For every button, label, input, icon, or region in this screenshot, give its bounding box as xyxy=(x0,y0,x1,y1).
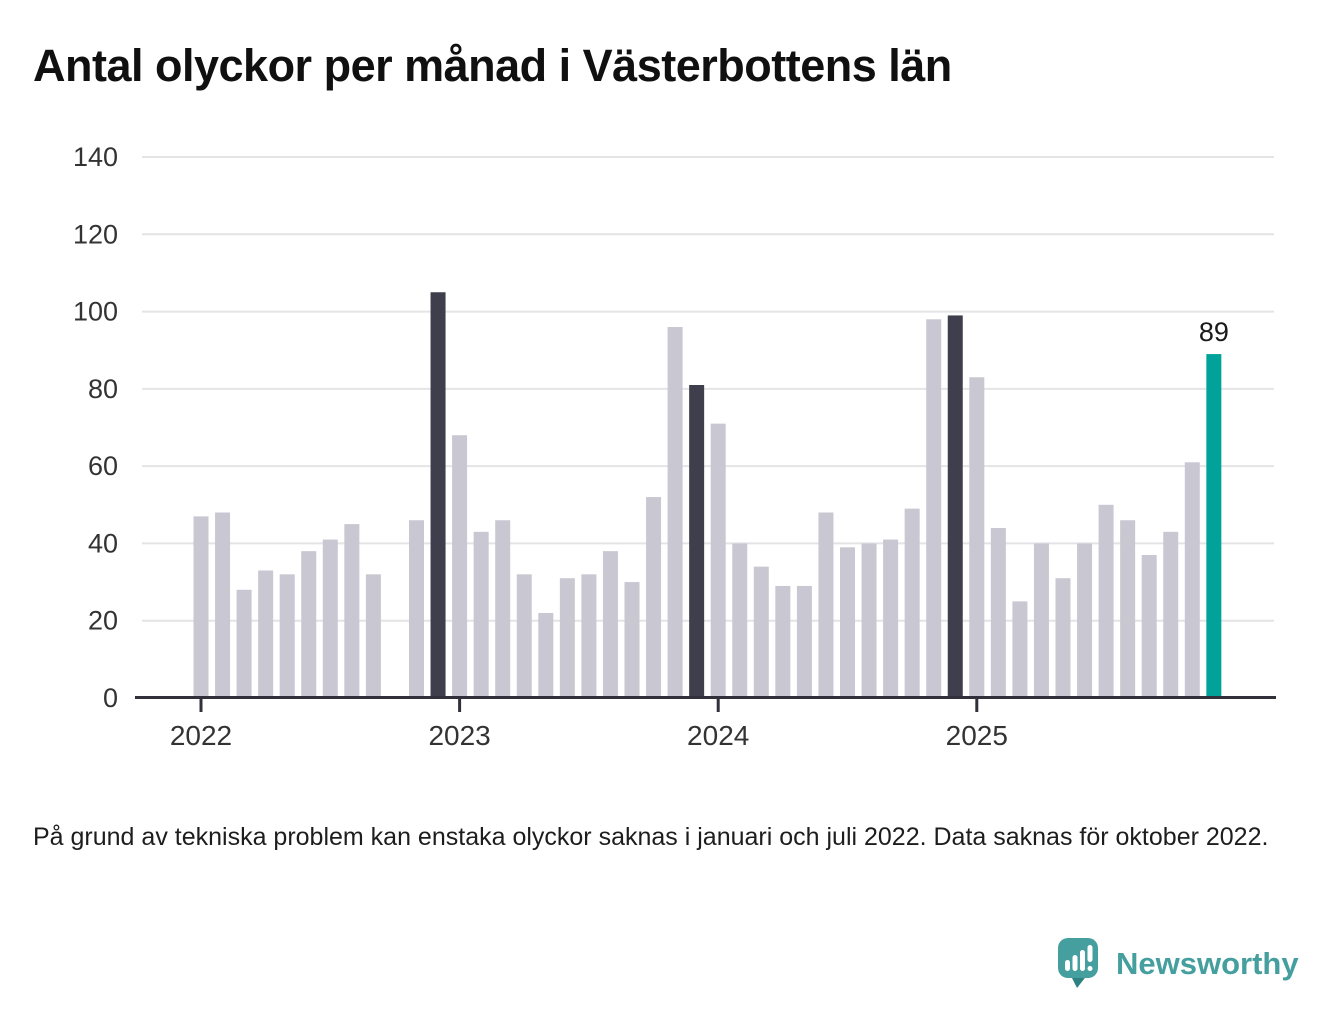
bar-2023-06 xyxy=(559,578,575,698)
bar-2022-01 xyxy=(193,516,209,698)
x-tick-label: 2022 xyxy=(170,720,232,751)
bar-2025-09 xyxy=(1141,555,1157,698)
y-tick-label: 140 xyxy=(73,142,118,172)
x-tick-label: 2024 xyxy=(687,720,749,751)
bar-2023-03 xyxy=(495,520,511,698)
bar-2025-12 xyxy=(1206,354,1222,698)
speech-bubble-bar-chart-icon xyxy=(1058,938,1098,988)
bar-2023-10 xyxy=(646,497,662,698)
bar-2024-11 xyxy=(926,319,942,698)
x-tick-label: 2025 xyxy=(946,720,1008,751)
bar-2023-01 xyxy=(452,435,468,698)
bar-2025-11 xyxy=(1184,462,1200,698)
y-tick-label: 120 xyxy=(73,219,118,249)
bar-2023-11 xyxy=(667,327,683,698)
bar-2025-04 xyxy=(1033,543,1049,698)
bar-2023-07 xyxy=(581,574,597,698)
bar-2024-07 xyxy=(840,547,855,698)
y-tick-label: 60 xyxy=(88,451,118,481)
bar-2024-08 xyxy=(861,543,877,698)
bar-2023-08 xyxy=(602,551,618,698)
bar-2025-08 xyxy=(1120,520,1136,698)
bar-2024-05 xyxy=(796,585,812,698)
bar-2025-05 xyxy=(1055,578,1071,698)
x-tick-label: 2023 xyxy=(428,720,490,751)
bar-2023-04 xyxy=(516,574,532,698)
bar-2025-06 xyxy=(1077,543,1093,698)
y-tick-label: 20 xyxy=(88,606,118,636)
bar-2022-06 xyxy=(301,551,317,698)
page-title: Antal olyckor per månad i Västerbottens … xyxy=(33,40,952,91)
bar-2022-03 xyxy=(236,589,252,698)
y-tick-label: 0 xyxy=(103,683,118,713)
bar-2023-09 xyxy=(624,582,640,698)
bar-2022-08 xyxy=(344,524,360,698)
y-tick-label: 80 xyxy=(88,374,118,404)
bar-2024-10 xyxy=(904,508,920,698)
bar-2023-12 xyxy=(689,384,705,698)
footnote-text: På grund av tekniska problem kan enstaka… xyxy=(33,823,1269,851)
bar-2024-04 xyxy=(775,585,791,698)
bar-2023-02 xyxy=(473,531,489,698)
newsworthy-logo: Newsworthy xyxy=(1058,938,1299,990)
bar-2024-06 xyxy=(818,512,834,698)
bar-2024-02 xyxy=(732,543,748,698)
y-tick-label: 100 xyxy=(73,297,118,327)
bar-2022-09 xyxy=(365,574,381,698)
bar-2024-01 xyxy=(710,423,726,698)
bar-2024-09 xyxy=(883,539,899,698)
bar-2025-02 xyxy=(990,527,1006,698)
bar-2022-02 xyxy=(215,512,231,698)
bar-2024-03 xyxy=(753,566,769,698)
latest-value-label: 89 xyxy=(1199,317,1229,347)
bar-2025-03 xyxy=(1012,601,1028,698)
y-tick-label: 40 xyxy=(88,528,118,558)
bar-2025-01 xyxy=(969,377,985,698)
bar-chart: 0 20 40 60 80 100 120 140 2022 2023 2024 2025 89 xyxy=(73,142,1276,751)
logo-text: Newsworthy xyxy=(1116,946,1299,981)
bar-2025-10 xyxy=(1163,531,1179,698)
bar-2022-12 xyxy=(430,292,446,698)
bar-2022-11 xyxy=(409,520,424,698)
x-axis-line xyxy=(135,696,1276,699)
bar-2024-12 xyxy=(947,315,963,698)
bar-2025-07 xyxy=(1098,504,1114,698)
bar-2022-07 xyxy=(322,539,338,698)
bar-2022-05 xyxy=(279,574,295,698)
bar-2023-05 xyxy=(538,612,554,698)
bar-2022-04 xyxy=(258,570,274,698)
